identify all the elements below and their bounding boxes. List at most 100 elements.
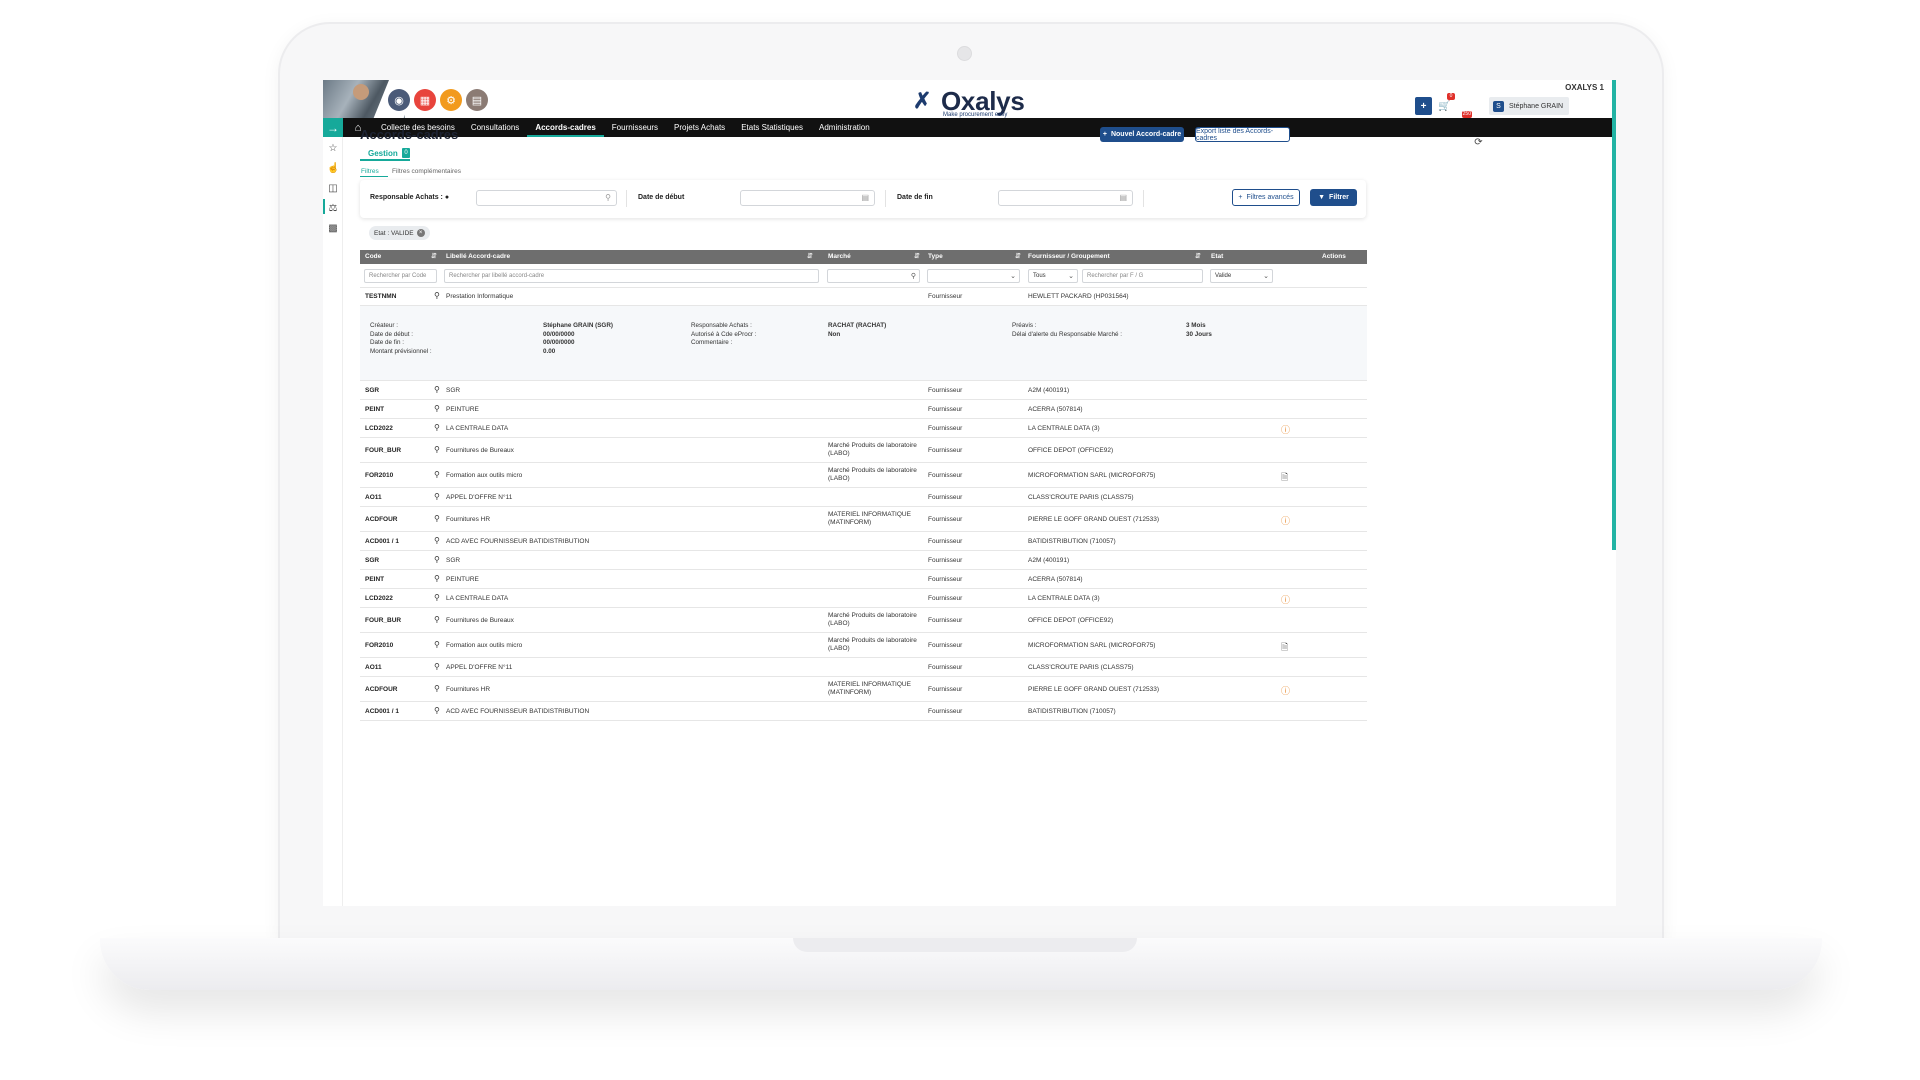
col-type[interactable]: Type bbox=[928, 253, 943, 260]
scrollbar[interactable] bbox=[1612, 80, 1616, 550]
table-row[interactable]: FOR2010 ⚲ Formation aux outils micro Marché… bbox=[360, 633, 1367, 658]
table-row[interactable]: ACDFOUR ⚲ Fournitures HR MATERIEL INFORMATI… bbox=[360, 677, 1367, 702]
fournisseur-filter-input[interactable]: Rechercher par F / G bbox=[1082, 269, 1203, 283]
module-document-icon[interactable]: ▤ bbox=[466, 89, 488, 111]
row-code: FOUR_BUR bbox=[365, 447, 402, 454]
code-filter-input[interactable]: Rechercher par Code bbox=[364, 269, 437, 283]
magnifier-icon[interactable]: ⚲ bbox=[434, 385, 440, 394]
document-icon[interactable]: 🗎 bbox=[1281, 642, 1289, 652]
marche-filter-input[interactable]: ⚲ bbox=[827, 269, 920, 283]
sidebar-toggle-arrow-icon[interactable]: → bbox=[323, 118, 343, 137]
col-marche[interactable]: Marché bbox=[828, 253, 851, 260]
nav-etats-statistiques[interactable]: Etats Statistiques bbox=[741, 123, 803, 132]
row-type: Fournisseur bbox=[928, 576, 963, 583]
module-layers-icon[interactable]: ◉ bbox=[388, 89, 410, 111]
chart-icon[interactable]: ▩ bbox=[328, 223, 338, 234]
magnifier-icon[interactable]: ⚲ bbox=[434, 555, 440, 564]
hand-icon[interactable]: ☝ bbox=[327, 163, 340, 174]
table-row[interactable]: ACD001 / 1 ⚲ ACD AVEC FOURNISSEUR BATIDIST… bbox=[360, 532, 1367, 551]
magnifier-icon[interactable]: ⚲ bbox=[434, 514, 440, 523]
magnifier-icon[interactable]: ⚲ bbox=[434, 593, 440, 602]
table-row[interactable]: SGR ⚲ SGR Fournisseur A2M (400191) bbox=[360, 381, 1367, 400]
table-row[interactable]: PEINT ⚲ PEINTURE Fournisseur ACERRA (507814) bbox=[360, 570, 1367, 589]
magnifier-icon[interactable]: ⚲ bbox=[434, 615, 440, 624]
warning-icon[interactable]: ⓘ bbox=[1281, 595, 1291, 605]
nav-projets-achats[interactable]: Projets Achats bbox=[674, 123, 726, 132]
magnifier-icon[interactable]: ⚲ bbox=[434, 574, 440, 583]
col-libelle[interactable]: Libellé Accord-cadre bbox=[446, 253, 511, 260]
magnifier-icon[interactable]: ⚲ bbox=[434, 423, 440, 432]
col-etat[interactable]: Etat bbox=[1211, 253, 1224, 260]
export-button[interactable]: Export liste des Accords-cadres bbox=[1195, 127, 1290, 142]
sort-icon[interactable]: ⇵ bbox=[1015, 253, 1021, 260]
table-row[interactable]: FOUR_BUR ⚲ Fournitures de Bureaux Marché Pr… bbox=[360, 438, 1367, 463]
nav-fournisseurs[interactable]: Fournisseurs bbox=[611, 123, 659, 132]
table-row[interactable]: ACD001 / 1 ⚲ ACD AVEC FOURNISSEUR BATIDIST… bbox=[360, 702, 1367, 721]
new-accord-button[interactable]: + Nouvel Accord-cadre bbox=[1100, 127, 1184, 142]
table-row[interactable]: PEINT ⚲ PEINTURE Fournisseur ACERRA (507814) bbox=[360, 400, 1367, 419]
table-row[interactable]: AO11 ⚲ APPEL D'OFFRE N°11 Fournisseur CLASS'… bbox=[360, 488, 1367, 507]
laptop-notch bbox=[793, 938, 1137, 952]
sort-icon[interactable]: ⇵ bbox=[1195, 253, 1201, 260]
magnifier-icon[interactable]: ⚲ bbox=[434, 684, 440, 693]
table-row[interactable]: ACDFOUR ⚲ Fournitures HR MATERIEL INFORMATI… bbox=[360, 507, 1367, 532]
refresh-icon[interactable]: ⟳ bbox=[1474, 136, 1483, 148]
row-code: ACD001 / 1 bbox=[365, 538, 399, 545]
magnifier-icon[interactable]: ⚲ bbox=[434, 706, 440, 715]
warning-icon[interactable]: ⓘ bbox=[1281, 686, 1291, 696]
table-row[interactable]: FOUR_BUR ⚲ Fournitures de Bureaux Marché Pr… bbox=[360, 608, 1367, 633]
document-icon[interactable]: 🗎 bbox=[1281, 472, 1289, 482]
home-icon[interactable]: ⌂ bbox=[354, 121, 362, 134]
magnifier-icon[interactable]: ⚲ bbox=[434, 662, 440, 671]
cart-icon[interactable]: 🛒 0 bbox=[1436, 93, 1455, 115]
module-dashboard-icon[interactable]: ▦ bbox=[414, 89, 436, 111]
magnifier-icon[interactable]: ⚲ bbox=[434, 404, 440, 413]
module-settings-icon[interactable]: ⚙ bbox=[440, 89, 462, 111]
sort-icon[interactable]: ⇵ bbox=[431, 253, 437, 260]
sort-icon[interactable]: ⇵ bbox=[914, 253, 920, 260]
nav-consultations[interactable]: Consultations bbox=[470, 123, 520, 132]
date-fin-input[interactable]: ▤ bbox=[998, 190, 1133, 206]
magnifier-icon[interactable]: ⚲ bbox=[434, 640, 440, 649]
etat-filter-select[interactable]: Valide ⌄ bbox=[1210, 269, 1273, 283]
magnifier-icon[interactable]: ⚲ bbox=[434, 470, 440, 479]
nav-administration[interactable]: Administration bbox=[819, 123, 870, 132]
magnifier-icon[interactable]: ⚲ bbox=[434, 445, 440, 454]
remove-chip-icon[interactable]: × bbox=[416, 229, 425, 237]
table-row-expanded[interactable]: TESTNMN ⚲ Prestation Informatique Fourni… bbox=[360, 288, 1367, 306]
date-debut-input[interactable]: ▤ bbox=[740, 190, 875, 206]
libelle-filter-input[interactable]: Rechercher par libellé accord-cadre bbox=[444, 269, 819, 283]
row-code: SGR bbox=[365, 557, 380, 564]
magnifier-icon[interactable]: ⚲ bbox=[434, 536, 440, 545]
table-row[interactable]: LCD2022 ⚲ LA CENTRALE DATA Fournisseur LA CE… bbox=[360, 419, 1367, 438]
magnifier-icon[interactable]: ⚲ bbox=[434, 492, 440, 501]
tab-gestion[interactable]: Gestion bbox=[368, 149, 398, 158]
filter-button[interactable]: ▼ Filtrer bbox=[1310, 189, 1357, 206]
subtab-filtres-complementaires[interactable]: Filtres complémentaires bbox=[392, 168, 461, 175]
filter-chip-etat[interactable]: Etat : VALIDE × bbox=[369, 226, 430, 240]
balance-icon[interactable]: ⚖ bbox=[328, 203, 338, 214]
favorites-star-icon[interactable]: ☆ bbox=[328, 143, 338, 154]
table-row[interactable]: FOR2010 ⚲ Formation aux outils micro Marché… bbox=[360, 463, 1367, 488]
fournisseur-type-select[interactable]: Tous ⌄ bbox=[1028, 269, 1078, 283]
col-fournisseur[interactable]: Fournisseur / Groupement bbox=[1028, 253, 1110, 260]
warning-icon[interactable]: ⓘ bbox=[1281, 516, 1291, 526]
nav-collecte[interactable]: Collecte des besoins bbox=[381, 123, 455, 132]
magnifier-icon[interactable]: ⚲ bbox=[434, 291, 440, 300]
quick-add-button[interactable]: + bbox=[1415, 97, 1432, 115]
column-filter-row: Rechercher par Code Rechercher par libel… bbox=[360, 264, 1367, 288]
sort-icon[interactable]: ⇵ bbox=[807, 253, 813, 260]
subtab-filtres[interactable]: Filtres bbox=[361, 168, 379, 175]
table-row[interactable]: SGR ⚲ SGR Fournisseur A2M (400191) bbox=[360, 551, 1367, 570]
row-fournisseur: PIERRE LE GOFF GRAND OUEST (712533) bbox=[1028, 516, 1159, 523]
col-code[interactable]: Code bbox=[365, 253, 382, 260]
responsable-input[interactable]: ⚲ bbox=[476, 190, 617, 206]
table-row[interactable]: LCD2022 ⚲ LA CENTRALE DATA Fournisseur LA CE… bbox=[360, 589, 1367, 608]
advanced-filters-button[interactable]: + Filtres avancés bbox=[1232, 189, 1300, 206]
nav-accords-cadres[interactable]: Accords-cadres bbox=[527, 118, 604, 137]
table-row[interactable]: AO11 ⚲ APPEL D'OFFRE N°11 Fournisseur CLASS'… bbox=[360, 658, 1367, 677]
user-menu[interactable]: S Stéphane GRAIN bbox=[1489, 97, 1569, 115]
briefcase-icon[interactable]: ◫ bbox=[328, 183, 338, 194]
warning-icon[interactable]: ⓘ bbox=[1281, 425, 1291, 435]
type-filter-select[interactable]: ⌄ bbox=[927, 269, 1020, 283]
